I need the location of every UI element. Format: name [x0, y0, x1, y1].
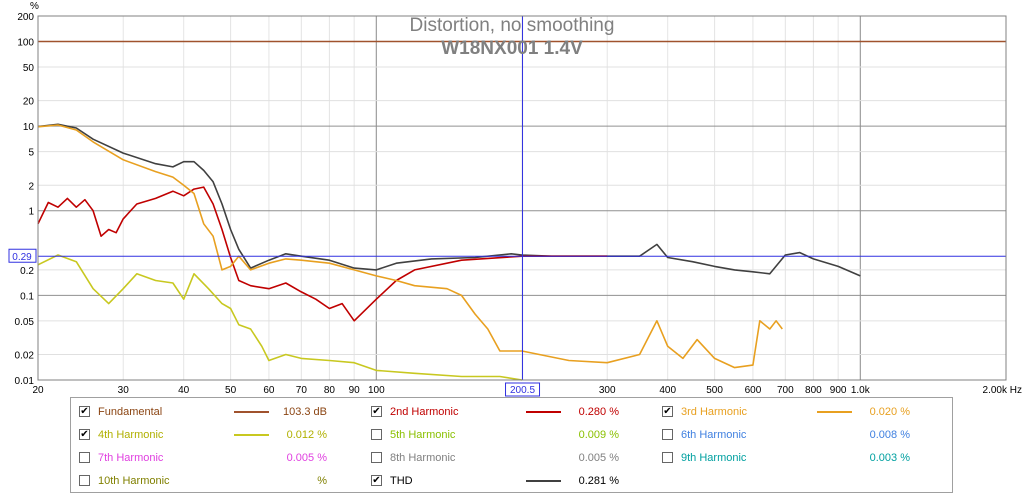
x-tick-label: 800 — [805, 385, 822, 396]
legend-swatch-fundamental — [234, 411, 269, 413]
legend-swatch-3rd-harmonic — [817, 411, 852, 413]
y-tick-label: 0.05 — [15, 317, 35, 328]
y-tick-label: 20 — [23, 97, 35, 108]
y-tick-label: 2 — [28, 181, 34, 192]
y-tick-label: 0.01 — [15, 376, 35, 387]
legend-value-7th-harmonic: 0.005 % — [286, 452, 327, 464]
legend-checkbox-8th-harmonic[interactable] — [371, 452, 382, 463]
x-tick-label: 500 — [706, 385, 723, 396]
legend-swatch-thd — [526, 480, 561, 482]
legend-item-4th-harmonic: ✔ 4th Harmonic 0.012 % — [79, 425, 359, 445]
legend-item-8th-harmonic: 8th Harmonic 0.005 % — [371, 448, 651, 468]
y-tick-label: 0.1 — [20, 291, 34, 302]
legend-item-7th-harmonic: 7th Harmonic 0.005 % — [79, 448, 359, 468]
legend-value-2nd-harmonic: 0.280 % — [578, 406, 619, 418]
series-line-4th-harmonic — [37, 254, 523, 381]
y-tick-label: 0.2 — [20, 266, 34, 277]
y-tick-label: 1 — [28, 207, 34, 218]
legend-checkbox-fundamental[interactable]: ✔ — [79, 406, 90, 417]
legend-label-3rd-harmonic: 3rd Harmonic — [681, 406, 748, 418]
legend-item-2nd-harmonic: ✔ 2nd Harmonic 0.280 % — [371, 402, 651, 422]
legend-value-3rd-harmonic: 0.020 % — [869, 406, 910, 418]
x-tick-label: 20 — [32, 385, 44, 396]
series-line-3rd-harmonic — [37, 124, 783, 369]
legend-item-thd: ✔ THD 0.281 % — [371, 471, 651, 491]
cursor-x-label-box — [505, 382, 541, 397]
x-tick-label: 80 — [324, 385, 336, 396]
x-tick-label: 700 — [777, 385, 794, 396]
legend-label-7th-harmonic: 7th Harmonic — [98, 452, 164, 464]
y-tick-label: 50 — [23, 63, 35, 74]
legend-label-thd: THD — [390, 475, 413, 487]
legend-checkbox-10th-harmonic[interactable] — [79, 475, 90, 486]
legend-item-9th-harmonic: 9th Harmonic 0.003 % — [662, 448, 942, 468]
cursor-x-label: 200.5 — [510, 385, 535, 396]
legend-checkbox-4th-harmonic[interactable]: ✔ — [79, 429, 90, 440]
y-tick-label: 5 — [28, 148, 34, 159]
x-tick-label: 600 — [745, 385, 762, 396]
legend-checkbox-5th-harmonic[interactable] — [371, 429, 382, 440]
y-tick-label: 200 — [17, 12, 34, 23]
chart-title: Distortion, no smoothing — [410, 15, 615, 36]
x-tick-label: 50 — [225, 385, 237, 396]
legend-item-10th-harmonic: 10th Harmonic% — [79, 471, 359, 491]
cursor-y-label-box — [8, 248, 37, 263]
x-tick-label: 30 — [118, 385, 130, 396]
legend-label-fundamental: Fundamental — [98, 406, 163, 418]
plot-border — [37, 15, 1007, 381]
legend-label-10th-harmonic: 10th Harmonic — [98, 475, 170, 487]
x-tick-label: 40 — [178, 385, 190, 396]
legend-item-5th-harmonic: 5th Harmonic 0.009 % — [371, 425, 651, 445]
legend-checkbox-2nd-harmonic[interactable]: ✔ — [371, 406, 382, 417]
x-tick-label: 300 — [599, 385, 616, 396]
chart-subtitle: W18NX001 1.4V — [441, 38, 583, 59]
legend-checkbox-thd[interactable]: ✔ — [371, 475, 382, 486]
y-axis-unit: % — [30, 1, 39, 12]
legend-item-3rd-harmonic: ✔ 3rd Harmonic 0.020 % — [662, 402, 942, 422]
legend-value-6th-harmonic: 0.008 % — [869, 429, 910, 441]
legend-item-6th-harmonic: 6th Harmonic 0.008 % — [662, 425, 942, 445]
x-tick-label: 90 — [349, 385, 361, 396]
legend-value-5th-harmonic: 0.009 % — [578, 429, 619, 441]
x-tick-label: 1.0k — [851, 385, 871, 396]
legend-panel: ✔ Fundamental 103.3 dB ✔ 2nd Harmonic 0.280 %… — [70, 397, 953, 493]
legend-label-5th-harmonic: 5th Harmonic — [390, 429, 456, 441]
axes: 20 30 40 50 60 70 80 90 100 300 400 500 600 700 800 900… — [15, 12, 1022, 396]
legend-value-4th-harmonic: 0.012 % — [286, 429, 327, 441]
series-line-2nd-harmonic — [37, 186, 608, 322]
series-line-thd — [37, 123, 861, 277]
legend-swatch-4th-harmonic — [234, 434, 269, 436]
series-layer — [37, 40, 1006, 381]
grid — [37, 15, 1007, 381]
legend-value-8th-harmonic: 0.005 % — [578, 452, 619, 464]
legend-swatch-2nd-harmonic — [526, 411, 561, 413]
cursor[interactable]: 200.5 0.29 — [8, 16, 1006, 397]
cursor-y-label: 0.29 — [12, 252, 32, 263]
x-tick-label: 70 — [296, 385, 308, 396]
x-tick-label: 900 — [830, 385, 847, 396]
legend-label-2nd-harmonic: 2nd Harmonic — [390, 406, 459, 418]
y-tick-label: 100 — [17, 37, 34, 48]
legend-checkbox-3rd-harmonic[interactable]: ✔ — [662, 406, 673, 417]
legend-value-10th-harmonic: % — [317, 475, 327, 487]
legend-label-4th-harmonic: 4th Harmonic — [98, 429, 164, 441]
distortion-chart: 200.5 0.29 20 30 40 50 60 70 80 90 100 300 400 500 60… — [8, 1, 1022, 397]
legend-checkbox-7th-harmonic[interactable] — [79, 452, 90, 463]
legend-checkbox-6th-harmonic[interactable] — [662, 429, 673, 440]
x-tick-label: 100 — [368, 385, 385, 396]
legend-value-thd: 0.281 % — [578, 475, 619, 487]
legend-label-9th-harmonic: 9th Harmonic — [681, 452, 747, 464]
legend-item-fundamental: ✔ Fundamental 103.3 dB — [79, 402, 359, 422]
x-tick-label: 400 — [659, 385, 676, 396]
y-tick-label: 10 — [23, 122, 35, 133]
legend-checkbox-9th-harmonic[interactable] — [662, 452, 673, 463]
y-tick-label: 0.02 — [15, 351, 35, 362]
legend-value-fundamental: 103.3 dB — [282, 406, 327, 418]
legend-label-8th-harmonic: 8th Harmonic — [390, 452, 456, 464]
legend-value-9th-harmonic: 0.003 % — [869, 452, 910, 464]
x-tick-label: 2.00k Hz — [983, 385, 1022, 396]
legend-label-6th-harmonic: 6th Harmonic — [681, 429, 747, 441]
x-tick-label: 60 — [263, 385, 275, 396]
